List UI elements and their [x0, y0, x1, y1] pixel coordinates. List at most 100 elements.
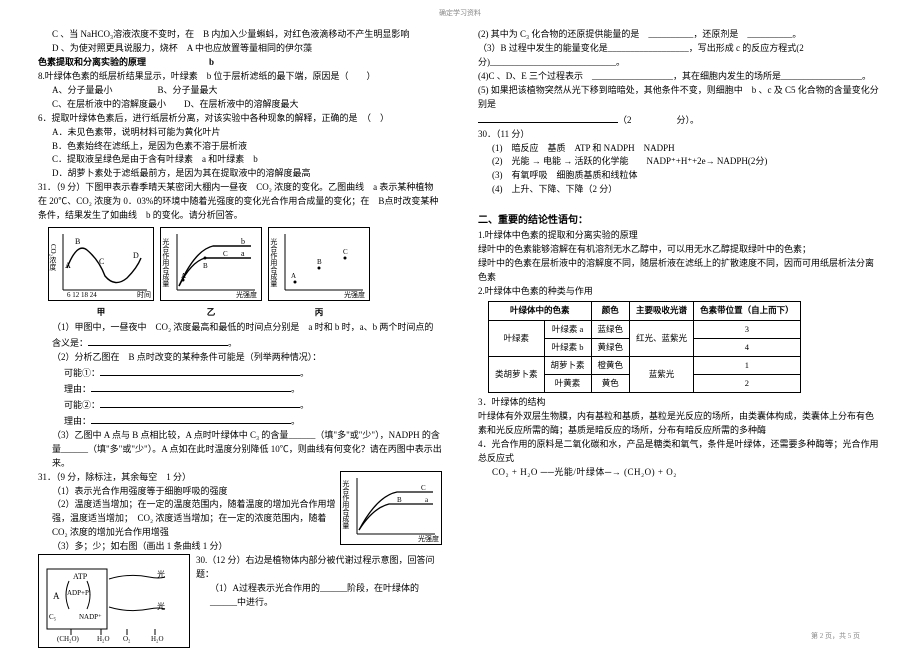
table-row: 类胡萝卜素 胡萝卜素 橙黄色 蓝紫光 1: [489, 356, 801, 374]
svg-text:C: C: [421, 484, 426, 492]
svg-text:ATP: ATP: [73, 572, 88, 581]
q8-cd: C、在层析液中的溶解度最小 D、在层析液中的溶解度最大: [38, 98, 442, 112]
th-pos: 色素带位置（自上而下）: [694, 302, 801, 320]
q31b: 31．（9 分，除标注，其余每空 1 分）: [38, 471, 340, 485]
svg-text:A: A: [53, 591, 60, 601]
svg-text:NADP⁺: NADP⁺: [79, 613, 102, 621]
q31-2-l2: 理由：。: [38, 413, 442, 429]
svg-text:C₅: C₅: [49, 613, 57, 621]
s2: 2.叶绿体中色素的种类与作用: [478, 285, 882, 299]
s3: 3．叶绿体的结构: [478, 396, 882, 410]
q6: 6．提取叶绿体色素后，进行纸层析分离，对该实验中各种现象的解释，正确的是 （ ）: [38, 112, 442, 126]
fig-yi-wrap: b a A B C 光合作用合成量 光强度 乙: [160, 227, 262, 319]
fig-bing: A B C 光合作用合成量 光强度: [268, 227, 370, 301]
fig1-xlabel: 时间: [137, 290, 151, 301]
svg-text:光: 光: [157, 569, 165, 579]
q31-2-l1: 理由：。: [38, 381, 442, 397]
svg-text:a: a: [425, 496, 429, 504]
fig-process: ATP A ADP+Pi C₅ NADP⁺ 光 光 (CH₂O) H₂O O₂ …: [38, 554, 190, 648]
fig1-caption: 甲: [48, 306, 154, 319]
fig-yi: b a A B C 光合作用合成量 光强度: [160, 227, 262, 301]
svg-text:C: C: [99, 257, 104, 266]
fig3-ylabel: 光合作用合成量: [268, 238, 279, 287]
q31b-1: （1）表示光合作用强度等于细胞呼吸的强度: [38, 485, 340, 499]
opt-d: D 、为使对照更具说服力，烧杯 A 中也应放置等量相同的伊尔藻: [38, 42, 442, 56]
th-spectrum: 主要吸收光谱: [630, 302, 694, 320]
footer-right: 第 2 页，共 5 页: [811, 631, 860, 641]
fig3-caption: 丙: [268, 306, 370, 319]
q31: 31．（9 分）下图甲表示春季晴天某密闭大棚内一昼夜 CO₂ 浓度的变化。乙图曲…: [38, 181, 442, 223]
q6d: D．胡萝卜素处于滤纸最前方，是因为其在提取液中的溶解度最高: [38, 167, 442, 181]
opt-c: C 、当 NaHCO₃溶液浓度不变时，在 B 内加入少量蝌蚪，对红色液滴移动不产…: [38, 28, 442, 42]
r3: （3）B 过程中发生的能量变化是__________________，写出形成 …: [478, 42, 882, 70]
q31b-2: （2）温度适当增加；在一定的温度范围内，随着温度的增加光合作用增强，温度适当增加…: [38, 498, 340, 540]
fig2-ylabel: 光合作用合成量: [160, 238, 171, 287]
s1: 1.叶绿体中色素的提取和分离实验的原理: [478, 229, 882, 243]
q30-1: （1）A过程表示光合作用的______阶段，在叶绿体的______中进行。: [196, 582, 442, 610]
q30b: 30．（11 分）: [478, 128, 882, 142]
svg-text:(CH₂O): (CH₂O): [57, 635, 80, 643]
figure-row-1: B A C D CO₂浓度 6 12 18 24 时间 甲: [48, 227, 442, 319]
q31-3: （3）乙图中 A 点与 B 点相比较，A 点时叶绿体中 C₃ 的含量______…: [38, 429, 442, 471]
fig2-xlabel: 光强度: [236, 290, 257, 301]
fig1-xticks: 6 12 18 24: [67, 290, 97, 301]
q30b2: (2) 光能 → 电能 → 活跃的化学能 NADP⁺+H⁺+2e→ NADPH(…: [478, 155, 882, 169]
r5: (5) 如果把该植物突然从光下移到暗暗处，其他条件不变，则细胞中 b 、c 及 …: [478, 84, 882, 112]
r4: (4)C 、D、E 三个过程表示 __________________，其在细胞…: [478, 70, 882, 84]
th-color: 颜色: [591, 302, 630, 320]
svg-text:A: A: [181, 272, 186, 280]
r5b: （2 分）。: [478, 112, 882, 128]
q30-row: ATP A ADP+Pi C₅ NADP⁺ 光 光 (CH₂O) H₂O O₂ …: [38, 554, 442, 648]
fig-jia: B A C D CO₂浓度 6 12 18 24 时间: [48, 227, 154, 301]
svg-text:C: C: [223, 250, 228, 258]
q6c: C．提取液呈绿色是由于含有叶绿素 a 和叶绿素 b: [38, 153, 442, 167]
section-principle: 色素提取和分离实验的原理 b: [38, 56, 442, 70]
q30: 30.（12 分）右边是植物体内部分被代谢过程示意图，回答问题：: [196, 554, 442, 582]
fig-bing-wrap: A B C 光合作用合成量 光强度 丙: [268, 227, 370, 319]
formula: CO₂ + H₂O ──光能/叶绿体─→ (CH₂O) + O₂: [478, 466, 882, 480]
table-row: 叶绿体中的色素 颜色 主要吸收光谱 色素带位置（自上而下）: [489, 302, 801, 320]
q31-2-k2: 可能②：。: [38, 397, 442, 413]
svg-text:B: B: [397, 496, 402, 504]
fig3-xlabel: 光强度: [344, 290, 365, 301]
s1a: 绿叶中的色素能够溶解在有机溶剂无水乙醇中，可以用无水乙醇提取绿叶中的色素；: [478, 243, 882, 257]
th-pigment: 叶绿体中的色素: [489, 302, 592, 320]
svg-text:A: A: [291, 272, 296, 280]
svg-text:B: B: [75, 237, 80, 246]
pigment-table: 叶绿体中的色素 颜色 主要吸收光谱 色素带位置（自上而下） 叶绿素 叶绿素 a …: [488, 301, 801, 393]
section2-title: 二、重要的结论性语句：: [478, 213, 882, 229]
q30b3: (3) 有氧呼吸 细胞质基质和线粒体: [478, 169, 882, 183]
svg-text:a: a: [241, 249, 245, 258]
q31b-row: 31．（9 分，除标注，其余每空 1 分） （1）表示光合作用强度等于细胞呼吸的…: [38, 471, 442, 555]
header-title: 确定学习资料: [0, 8, 920, 18]
svg-text:H₂O: H₂O: [97, 635, 110, 643]
svg-text:光: 光: [157, 601, 165, 611]
s3a: 叶绿体有外双层生物膜，内有基粒和基质，基粒是光反应的场所，由类囊体构成，类囊体上…: [478, 410, 882, 438]
q31-2-k1: 可能①：。: [38, 365, 442, 381]
q31b-3: （3）多；少；如右图（画出 1 条曲线 1 分）: [38, 540, 340, 554]
s4: 4．光合作用的原料是二氧化碳和水，产品是糖类和氧气，条件是叶绿体，还需要多种酶等…: [478, 438, 882, 466]
q30b1: (1) 暗反应 基质 ATP 和 NADPH NADPH: [478, 142, 882, 156]
fig-jia-wrap: B A C D CO₂浓度 6 12 18 24 时间 甲: [48, 227, 154, 319]
q31-1: （1）甲图中，一昼夜中 CO₂ 浓度最高和最低的时间点分别是 a 时和 b 时，…: [38, 321, 442, 351]
q6b: B．色素始终在滤纸上，是因为色素不溶于层析液: [38, 140, 442, 154]
svg-text:O₂: O₂: [123, 635, 131, 643]
s1b: 绿叶中的色素在层析液中的溶解度不同，随层析液在滤纸上的扩散速度不同，因而可用纸层…: [478, 257, 882, 285]
svg-text:ADP+Pi: ADP+Pi: [67, 589, 91, 597]
q8: 8.叶绿体色素的纸层析结果显示，叶绿素 b 位于层析滤纸的最下端，原因是（ ）: [38, 70, 442, 84]
fig4-xlabel: 光强度: [418, 534, 439, 545]
left-column: C 、当 NaHCO₃溶液浓度不变时，在 B 内加入少量蝌蚪，对红色液滴移动不产…: [0, 0, 460, 649]
svg-text:D: D: [133, 251, 139, 260]
r2: (2) 其中为 C₃ 化合物的还原提供能量的是 __________，还原剂是 …: [478, 28, 882, 42]
q31-2: （2）分析乙图在 B 点时改变的某种条件可能是（列举两种情况）：: [38, 351, 442, 365]
svg-text:H₂O: H₂O: [151, 635, 164, 643]
fig4-ylabel: 光合作用合成量: [340, 480, 351, 529]
q6a: A．未见色素带，说明材料可能为黄化叶片: [38, 126, 442, 140]
right-column: (2) 其中为 C₃ 化合物的还原提供能量的是 __________，还原剂是 …: [460, 0, 920, 649]
svg-text:A: A: [65, 261, 71, 270]
svg-text:B: B: [317, 258, 322, 266]
svg-text:B: B: [203, 262, 208, 270]
svg-text:C: C: [343, 248, 348, 256]
fig-right-small: C B a 光合作用合成量 光强度: [340, 471, 442, 545]
fig1-ylabel: CO₂浓度: [47, 244, 58, 270]
